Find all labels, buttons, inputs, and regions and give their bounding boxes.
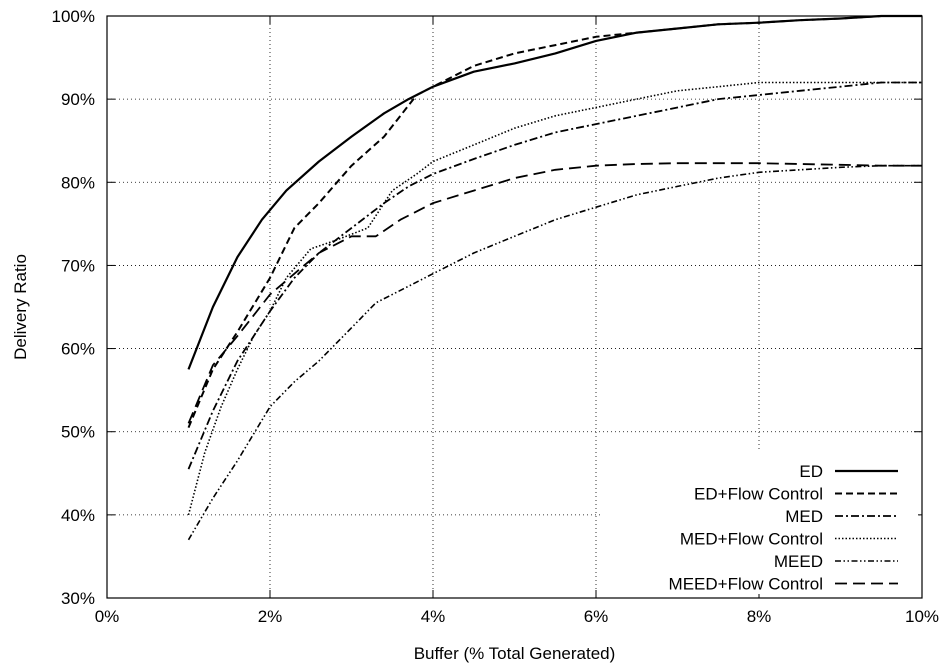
- legend-label: MED: [785, 507, 823, 526]
- ticks: 0% 2% 4% 6% 8% 10% 30% 40% 50% 60% 70% 80% 90% 100%: [52, 7, 940, 626]
- series-line-1: [187, 14, 922, 370]
- legend-background: [600, 452, 918, 594]
- y-tick-label: 100%: [52, 7, 95, 26]
- y-tick-label: 30%: [61, 589, 95, 608]
- x-axis-label: Buffer (% Total Generated): [414, 644, 616, 663]
- legend: ED ED+Flow Control MED MED+Flow Control MEED…: [600, 452, 918, 594]
- legend-label: MED+Flow Control: [680, 530, 823, 549]
- x-tick-label: 0%: [95, 607, 120, 626]
- y-axis-label: Delivery Ratio: [11, 254, 30, 360]
- y-tick-label: 90%: [61, 90, 95, 109]
- series-group: [187, 14, 922, 541]
- plot-frame: [106, 15, 923, 599]
- series-line-4: [187, 81, 922, 516]
- legend-label: MEED: [774, 552, 823, 571]
- legend-label: ED+Flow Control: [694, 485, 823, 504]
- x-tick-label: 2%: [258, 607, 283, 626]
- series-line-2: [187, 15, 922, 428]
- y-tick-label: 50%: [61, 423, 95, 442]
- y-tick-label: 80%: [61, 173, 95, 192]
- legend-label: MEED+Flow Control: [669, 575, 823, 594]
- x-tick-label: 8%: [747, 607, 772, 626]
- x-tick-label: 6%: [584, 607, 609, 626]
- series-line-3: [187, 81, 922, 470]
- y-tick-label: 70%: [61, 256, 95, 275]
- y-tick-label: 40%: [61, 506, 95, 525]
- y-tick-label: 60%: [61, 340, 95, 359]
- series-line-6: [187, 162, 922, 424]
- x-tick-label: 4%: [421, 607, 446, 626]
- legend-label: ED: [799, 462, 823, 481]
- x-tick-label: 10%: [905, 607, 939, 626]
